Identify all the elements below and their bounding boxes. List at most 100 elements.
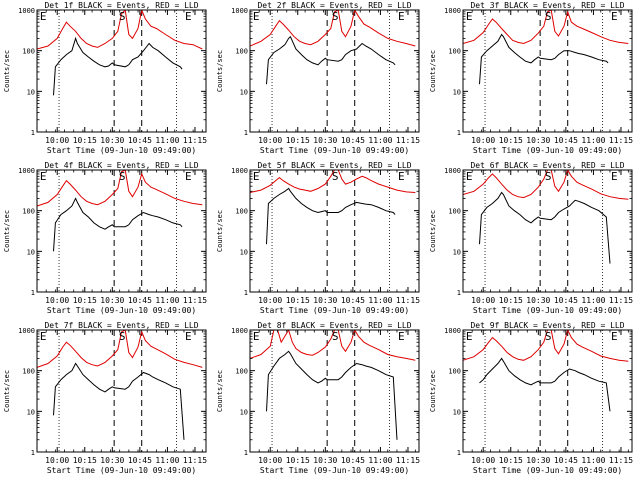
- marker-label: S: [545, 170, 552, 183]
- y-tick-label: 1: [31, 129, 35, 137]
- detector-panel: Det 1f BLACK = Events, RED = LLD 1 10 100 10…: [0, 0, 213, 160]
- marker-label: E: [398, 10, 405, 23]
- marker-label: S: [332, 170, 339, 183]
- x-axis-label: Start Time (09-Jun-10 09:49:00): [473, 146, 622, 155]
- marker-label: E: [185, 330, 192, 343]
- x-tick-label: 11:00: [368, 456, 392, 465]
- y-tick-label: 100: [235, 208, 248, 216]
- x-tick-label: 10:45: [128, 456, 152, 465]
- y-axis-label: Counts/sec: [216, 210, 224, 252]
- plot-frame: [462, 329, 633, 453]
- x-tick-label: 10:00: [258, 136, 282, 145]
- x-tick-label: 11:15: [609, 456, 633, 465]
- x-tick-label: 10:00: [471, 296, 495, 305]
- panel-chart: Det 1f BLACK = Events, RED = LLD 1 10 100 10…: [3, 1, 207, 155]
- events-series-line: [53, 362, 185, 440]
- lld-series-line: [37, 10, 203, 50]
- marker-label: E: [466, 330, 473, 343]
- events-series-line: [53, 197, 183, 252]
- lld-series-line: [250, 10, 416, 47]
- x-tick-label: 11:00: [581, 296, 605, 305]
- x-tick-label: 11:15: [183, 296, 207, 305]
- x-tick-label: 10:30: [100, 456, 124, 465]
- events-series-line: [479, 191, 611, 264]
- events-series-line: [53, 36, 183, 96]
- panel-chart: Det 9f BLACK = Events, RED = LLD 1 10 100 10…: [429, 321, 633, 475]
- y-tick-label: 10: [240, 248, 248, 256]
- x-axis-label: Start Time (09-Jun-10 09:49:00): [47, 466, 196, 475]
- x-tick-label: 10:15: [286, 456, 310, 465]
- x-tick-label: 10:00: [471, 456, 495, 465]
- panel-title: Det 1f BLACK = Events, RED = LLD: [44, 1, 198, 10]
- marker-label: E: [466, 170, 473, 183]
- lld-series-line: [463, 10, 629, 45]
- y-tick-label: 10: [240, 88, 248, 96]
- panel-chart: Det 6f BLACK = Events, RED = LLD 1 10 100 10…: [429, 161, 633, 315]
- panel-title: Det 5f BLACK = Events, RED = LLD: [257, 161, 411, 170]
- x-tick-label: 10:45: [128, 136, 152, 145]
- plot-frame: [249, 329, 420, 453]
- x-tick-label: 10:15: [499, 136, 523, 145]
- x-tick-label: 10:00: [471, 136, 495, 145]
- marker-label: S: [119, 170, 126, 183]
- x-tick-label: 10:45: [554, 456, 578, 465]
- x-tick-label: 10:00: [258, 456, 282, 465]
- marker-label: S: [332, 10, 339, 23]
- panel-chart: Det 3f BLACK = Events, RED = LLD 1 10 100 10…: [429, 1, 633, 155]
- y-tick-label: 1: [31, 289, 35, 297]
- panel-title: Det 3f BLACK = Events, RED = LLD: [470, 1, 624, 10]
- y-axis-label: Counts/sec: [3, 370, 11, 412]
- y-tick-label: 100: [448, 368, 461, 376]
- x-tick-label: 10:30: [313, 296, 337, 305]
- y-tick-label: 1: [457, 289, 461, 297]
- x-tick-label: 10:30: [313, 136, 337, 145]
- panel-chart: Det 4f BLACK = Events, RED = LLD 1 10 100 10…: [3, 161, 207, 315]
- marker-label: S: [119, 330, 126, 343]
- y-axis-label: Counts/sec: [429, 50, 437, 92]
- marker-label: E: [253, 170, 260, 183]
- detector-panel: Det 8f BLACK = Events, RED = LLD 1 10 100 10…: [213, 320, 426, 480]
- lld-series-line: [37, 330, 203, 368]
- x-tick-label: 11:15: [609, 296, 633, 305]
- x-tick-label: 11:15: [183, 136, 207, 145]
- x-tick-label: 11:00: [581, 456, 605, 465]
- panel-title: Det 8f BLACK = Events, RED = LLD: [257, 321, 411, 330]
- x-tick-label: 11:15: [396, 456, 420, 465]
- panel-title: Det 2f BLACK = Events, RED = LLD: [257, 1, 411, 10]
- y-tick-label: 1: [457, 129, 461, 137]
- y-tick-label: 10: [453, 408, 461, 416]
- lld-series-line: [37, 170, 203, 207]
- y-tick-label: 1: [244, 289, 248, 297]
- detector-panel: Det 7f BLACK = Events, RED = LLD 1 10 100 10…: [0, 320, 213, 480]
- y-axis-label: Counts/sec: [3, 210, 11, 252]
- x-axis-label: Start Time (09-Jun-10 09:49:00): [260, 466, 409, 475]
- x-tick-label: 10:00: [45, 456, 69, 465]
- y-tick-label: 10: [27, 408, 35, 416]
- x-tick-label: 10:15: [73, 456, 97, 465]
- x-tick-label: 10:30: [526, 296, 550, 305]
- marker-label: S: [545, 10, 552, 23]
- x-tick-label: 11:00: [155, 456, 179, 465]
- x-axis-label: Start Time (09-Jun-10 09:49:00): [260, 146, 409, 155]
- y-tick-label: 100: [448, 48, 461, 56]
- x-tick-label: 11:00: [581, 136, 605, 145]
- x-tick-label: 11:15: [396, 296, 420, 305]
- marker-label: E: [40, 330, 47, 343]
- y-axis-label: Counts/sec: [216, 50, 224, 92]
- panel-chart: Det 2f BLACK = Events, RED = LLD 1 10 100 10…: [216, 1, 420, 155]
- y-tick-label: 1000: [231, 327, 248, 335]
- panel-chart: Det 8f BLACK = Events, RED = LLD 1 10 100 10…: [216, 321, 420, 475]
- x-tick-label: 11:00: [155, 296, 179, 305]
- y-tick-label: 100: [22, 208, 35, 216]
- x-tick-label: 10:30: [526, 136, 550, 145]
- x-axis-label: Start Time (09-Jun-10 09:49:00): [47, 306, 196, 315]
- y-tick-label: 1000: [231, 7, 248, 15]
- x-tick-label: 10:30: [526, 456, 550, 465]
- x-axis-label: Start Time (09-Jun-10 09:49:00): [473, 466, 622, 475]
- x-tick-label: 11:00: [155, 136, 179, 145]
- x-tick-label: 10:45: [554, 136, 578, 145]
- detector-panel: Det 9f BLACK = Events, RED = LLD 1 10 100 10…: [426, 320, 639, 480]
- y-tick-label: 1: [31, 449, 35, 457]
- x-axis-label: Start Time (09-Jun-10 09:49:00): [473, 306, 622, 315]
